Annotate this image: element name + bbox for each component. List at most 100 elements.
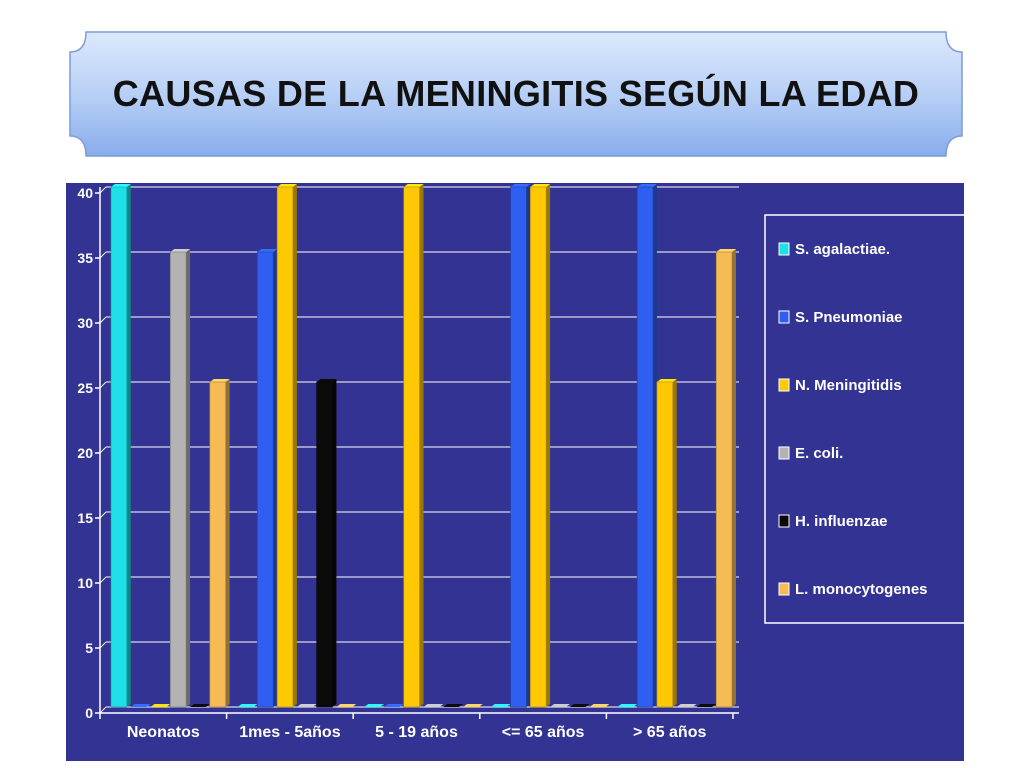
bar-top [403, 184, 424, 187]
bar [257, 249, 278, 708]
bar-top [237, 704, 258, 707]
legend-swatch [778, 446, 790, 460]
bar-chart: 0 5 10 15 20 25 30 35 40 Neonatos 1mes - 5años 5 - … [66, 183, 969, 761]
bar-side [732, 249, 736, 707]
gridline-diag [99, 576, 107, 584]
bar [364, 704, 384, 707]
bar [490, 704, 511, 707]
bar-side [672, 379, 677, 707]
gridline-diag [99, 251, 107, 259]
x-tick-label: > 65 años [633, 724, 706, 741]
bar [676, 704, 697, 707]
bar-top [170, 249, 191, 252]
bar [510, 184, 531, 708]
bar-top [150, 704, 171, 707]
bar [316, 379, 337, 708]
legend-swatch [778, 378, 790, 392]
bar-top [589, 704, 610, 707]
gridline-diag [99, 316, 107, 324]
legend-label: H. influenzae [795, 513, 888, 530]
bar-top [383, 704, 404, 707]
y-tick-label: 20 [77, 445, 93, 461]
bar-top [490, 704, 511, 707]
gridline-diag [99, 511, 107, 519]
bar-top [569, 704, 590, 707]
bar [696, 704, 717, 707]
bar-top [510, 184, 531, 187]
bar-top [550, 704, 570, 707]
bar [110, 184, 131, 708]
bar-front [636, 186, 654, 708]
axes: 0 5 10 15 20 25 30 35 40 Neonatos 1mes - 5años 5 - … [77, 185, 739, 741]
bar [589, 704, 610, 707]
legend-swatch [778, 514, 790, 528]
bar [336, 704, 357, 707]
bar [190, 704, 210, 707]
gridline-diag [99, 706, 107, 714]
y-tick-label: 0 [85, 705, 93, 721]
legend-swatch [778, 242, 790, 256]
page-title: CAUSAS DE LA MENINGITIS SEGÚN LA EDAD [112, 73, 920, 114]
bar [237, 704, 258, 707]
bar [423, 704, 444, 707]
bar [636, 184, 657, 708]
legend-item: S. Pneumoniae [778, 309, 903, 326]
gridline-diag [99, 186, 107, 194]
bar-top [364, 704, 384, 707]
y-tick-label: 25 [77, 380, 93, 396]
bar-side [126, 184, 131, 707]
bar-side [225, 379, 230, 707]
y-tick-label: 5 [85, 640, 93, 656]
bar [569, 704, 590, 707]
legend-item: H. influenzae [778, 513, 888, 530]
bar-side [332, 379, 337, 707]
legend-item: S. agalactiae. [778, 241, 890, 258]
bar [209, 379, 230, 708]
bar-front [530, 186, 547, 708]
bar-front [257, 251, 274, 708]
title-banner-shape [69, 31, 963, 157]
x-tick-label: 5 - 19 años [375, 724, 458, 741]
legend-label: L. monocytogenes [795, 581, 928, 598]
bar-front [276, 186, 294, 708]
bar-front [209, 381, 226, 708]
bar [150, 704, 171, 707]
y-tick-label: 35 [77, 250, 93, 266]
bar-top [209, 379, 230, 382]
bar-side [273, 249, 278, 707]
legend-swatch [778, 310, 790, 324]
title-banner: CAUSAS DE LA MENINGITIS SEGÚN LA EDAD [66, 28, 966, 160]
x-tick-label: Neonatos [127, 724, 200, 741]
legend-item: L. monocytogenes [778, 581, 928, 598]
bar [276, 184, 297, 708]
bar [130, 704, 151, 707]
bar [383, 704, 404, 707]
bar-top [277, 184, 297, 187]
bar [296, 704, 317, 707]
legend-item: N. Meningitidis [778, 377, 902, 394]
bar-top [190, 704, 210, 707]
bar-top [423, 704, 444, 707]
chart-svg: 0 5 10 15 20 25 30 35 40 Neonatos 1mes - 5años 5 - … [66, 183, 969, 761]
bar-front [510, 186, 527, 708]
bar-side [292, 184, 297, 707]
bar-front [403, 186, 420, 708]
bar-top [637, 184, 657, 187]
y-tick-label: 40 [77, 185, 93, 201]
bar [530, 184, 551, 708]
bar-top [696, 704, 717, 707]
bar [715, 249, 736, 708]
bar-top [336, 704, 357, 707]
bar-front [110, 186, 128, 708]
bar-top [111, 184, 131, 187]
bar-top [676, 704, 697, 707]
bar-side [526, 184, 531, 707]
bar-side [652, 184, 657, 707]
bar-front [656, 381, 674, 708]
bar-side [419, 184, 424, 707]
bar [170, 249, 191, 708]
bar-top [716, 249, 736, 252]
gridline-diag [99, 446, 107, 454]
bar-top [257, 249, 278, 252]
x-tick-label: <= 65 años [502, 724, 585, 741]
